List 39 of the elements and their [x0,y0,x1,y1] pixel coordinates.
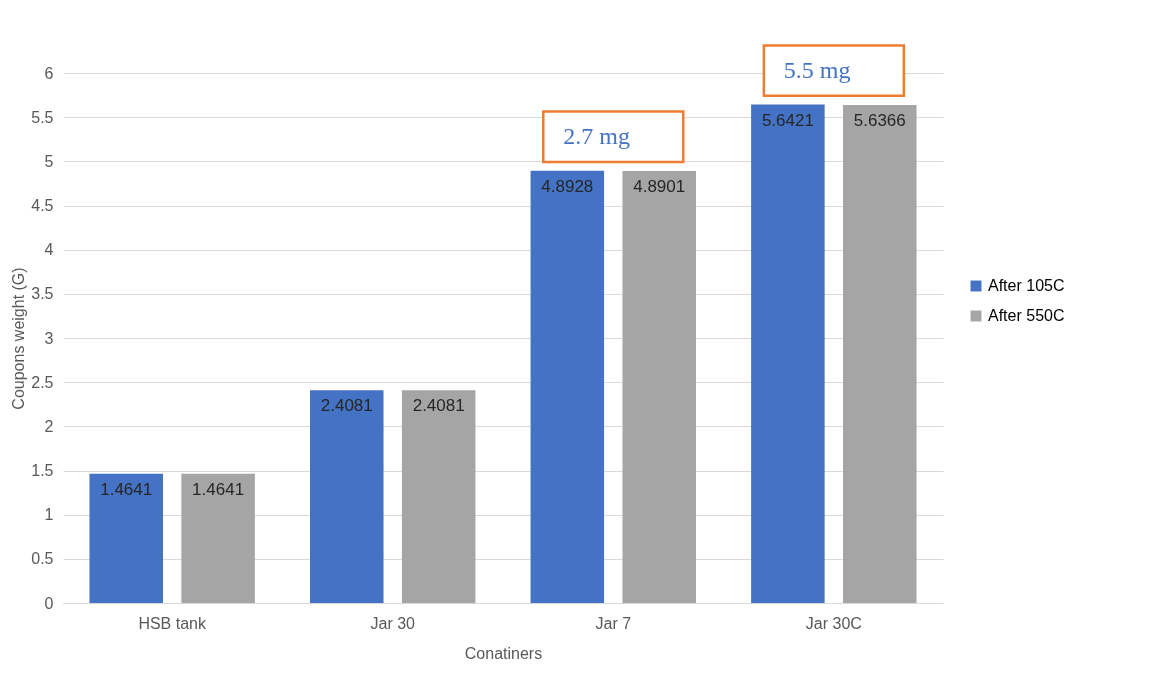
y-tick-label: 3 [44,329,54,347]
y-tick-label: 1 [44,506,54,524]
y-tick-label: 5 [44,152,54,170]
annotation: 5.5 mg [783,56,851,83]
y-tick-label: 0 [44,594,54,612]
x-axis-title: Conatiners [464,644,543,662]
y-tick-label: 5.5 [31,108,54,126]
data-label: 5.6366 [853,111,906,131]
y-tick-label: 6 [44,64,54,82]
y-tick-label: 4.5 [31,197,54,214]
x-tick-label: Jar 30 [370,614,416,632]
annotation: 2.7 mg [563,122,630,149]
legend-label: After 550C [988,307,1065,324]
x-tick-label: Jar 30C [805,614,862,632]
y-tick-label: 0.5 [31,550,54,568]
y-tick-label: 4 [44,241,54,259]
x-tick-label: HSB tank [138,614,207,632]
bar [89,473,163,603]
data-label: 2.4081 [412,396,465,416]
data-label: 4.8901 [633,177,686,197]
data-label: 1.4641 [100,479,153,499]
y-tick-label: 1.5 [31,462,54,479]
bar [310,390,384,603]
bar [530,170,605,603]
data-label: 5.6421 [761,110,814,130]
y-tick-label: 2 [44,417,54,435]
y-axis-title: Coupons weight (G) [10,267,28,410]
bar [401,390,476,603]
bar [843,105,917,603]
bar [181,473,255,603]
data-label: 2.4081 [320,396,373,416]
x-tick-label: Jar 7 [595,614,632,632]
y-tick-label: 3.5 [31,285,54,303]
data-label: 4.8928 [541,176,594,196]
y-tick-label: 2.5 [31,373,54,391]
bar [751,104,825,603]
bar [622,171,696,603]
data-label: 1.4641 [192,479,245,499]
legend-label: After 105C [988,277,1065,294]
